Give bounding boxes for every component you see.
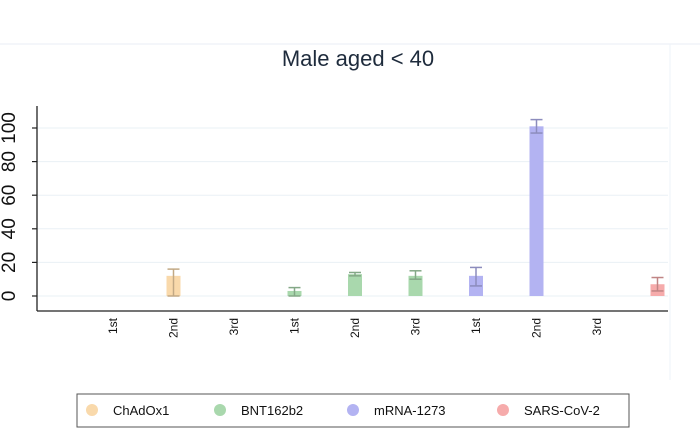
x-tick-label: 3rd xyxy=(590,318,604,335)
legend-label: mRNA-1273 xyxy=(374,403,446,418)
bar xyxy=(529,126,544,296)
legend-label: BNT162b2 xyxy=(241,403,303,418)
y-tick-label: 60 xyxy=(0,185,20,206)
y-tick-label: 0 xyxy=(0,291,20,302)
legend-label: ChAdOx1 xyxy=(113,403,169,418)
x-tick-label: 2nd xyxy=(348,318,362,338)
x-tick-label: 1st xyxy=(106,317,120,334)
y-tick-label: 80 xyxy=(0,151,20,172)
y-tick-label: 40 xyxy=(0,218,20,239)
legend: ChAdOx1 BNT162b2 mRNA-1273 SARS-CoV-2 xyxy=(86,403,600,418)
legend-label: SARS-CoV-2 xyxy=(524,403,600,418)
x-tick-label: 3rd xyxy=(227,318,241,335)
x-tick-label: 1st xyxy=(288,317,302,334)
y-axis-ticks: 0 20 40 60 80 100 xyxy=(0,112,37,301)
bar xyxy=(408,275,423,296)
bars xyxy=(166,118,665,297)
x-tick-label: 2nd xyxy=(530,318,544,338)
chart-title: Male aged < 40 xyxy=(282,46,434,71)
x-tick-label: 3rd xyxy=(409,318,423,335)
legend-box xyxy=(76,393,630,428)
legend-marker xyxy=(347,404,359,416)
x-tick-label: 1st xyxy=(469,317,483,334)
legend-marker xyxy=(497,404,509,416)
x-axis-ticks: 1st 2nd 3rd 1st 2nd 3rd 1st 2nd 3rd xyxy=(106,317,604,338)
y-tick-label: 20 xyxy=(0,252,20,273)
gridlines xyxy=(37,127,668,297)
bar xyxy=(348,274,362,296)
legend-marker xyxy=(214,404,226,416)
x-tick-label: 2nd xyxy=(167,318,181,338)
y-tick-label: 100 xyxy=(0,112,20,144)
legend-marker xyxy=(86,404,98,416)
